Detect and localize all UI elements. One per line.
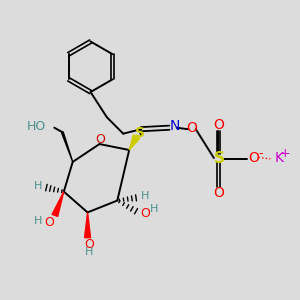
Text: -: - [258,147,263,160]
Text: K: K [275,151,284,165]
Text: H: H [85,247,93,257]
Text: H: H [149,204,158,214]
Text: HO: HO [27,120,46,133]
Text: O: O [213,118,224,132]
Text: H: H [34,181,42,191]
Polygon shape [52,192,64,216]
Text: O: O [141,207,151,220]
Text: S: S [135,126,145,140]
Text: O: O [44,216,54,229]
Text: H: H [34,216,43,226]
Polygon shape [85,212,91,238]
Polygon shape [61,132,73,162]
Text: O: O [84,238,94,251]
Text: O: O [95,133,105,146]
Text: O: O [186,121,197,135]
Text: S: S [214,151,225,166]
Text: H: H [140,191,149,201]
Text: +: + [280,147,290,160]
Polygon shape [129,135,140,150]
Text: O: O [213,186,224,200]
Text: O: O [249,151,260,165]
Text: N: N [169,119,180,133]
